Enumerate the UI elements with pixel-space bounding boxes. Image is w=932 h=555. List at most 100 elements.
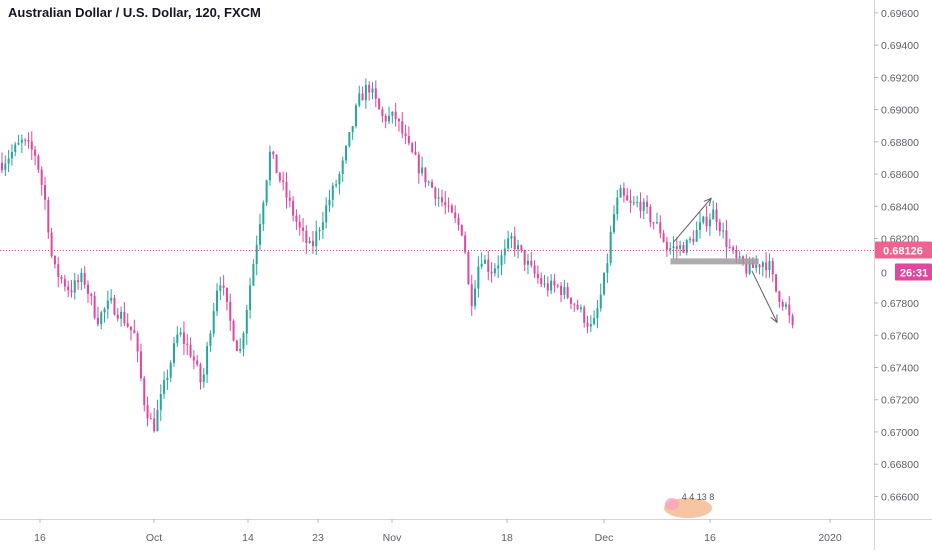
candle-body — [285, 181, 288, 198]
candle-body — [454, 212, 457, 219]
candle-body — [272, 151, 275, 155]
candle-body — [146, 405, 149, 419]
candle-body — [715, 209, 718, 223]
candle-body — [321, 222, 324, 230]
candle-body — [156, 409, 159, 432]
support-zone[interactable] — [670, 258, 759, 265]
candle-body — [70, 290, 73, 293]
candle-body — [732, 247, 735, 251]
candle-body — [216, 290, 219, 312]
candle-body — [120, 311, 123, 319]
trend-arrow-head[interactable] — [770, 314, 778, 324]
candle-body — [791, 315, 794, 326]
candle-body — [705, 216, 708, 227]
candle-body — [20, 139, 23, 143]
candle-body — [523, 250, 526, 265]
candle-body — [77, 280, 80, 283]
candle-body — [83, 272, 86, 285]
candle-body — [189, 344, 192, 357]
countdown-badge — [895, 263, 932, 281]
x-tick-label: Oct — [146, 532, 162, 544]
candle-body — [576, 304, 579, 310]
candle-body — [718, 222, 721, 232]
candle-body — [262, 202, 265, 225]
candle-body — [778, 291, 781, 302]
chart-title: Australian Dollar / U.S. Dollar, 120, FX… — [8, 5, 261, 20]
candle-body — [543, 283, 546, 285]
candle-body — [305, 230, 308, 243]
candle-body — [685, 240, 688, 253]
candle-body — [655, 222, 658, 224]
candle-body — [665, 241, 668, 250]
candle-body — [603, 272, 606, 295]
candle-body — [480, 263, 483, 267]
candle-body — [341, 160, 344, 175]
candle-body — [388, 115, 391, 122]
last-price-value: 0.68126 — [883, 245, 923, 257]
x-tick-label: 23 — [312, 532, 324, 544]
candle-body — [493, 268, 496, 274]
candle-body — [427, 181, 430, 183]
candle-body — [288, 197, 291, 201]
candle-body — [563, 287, 566, 295]
candle-body — [497, 265, 500, 269]
candle-body — [100, 312, 103, 325]
candle-body — [692, 238, 695, 242]
candle-body — [639, 202, 642, 211]
candle-body — [67, 286, 70, 291]
candle-body — [573, 303, 576, 305]
candle-body — [73, 280, 76, 293]
candle-body — [609, 231, 612, 264]
candle-body — [179, 332, 182, 335]
trend-arrow-head[interactable] — [703, 197, 712, 207]
trend-arrow-line[interactable] — [751, 270, 778, 323]
candle-body — [735, 250, 738, 258]
candle-body — [318, 229, 321, 232]
candle-body — [345, 146, 348, 161]
candle-body — [646, 201, 649, 207]
candle-body — [255, 244, 258, 265]
x-tick-label: Nov — [383, 532, 402, 544]
candle-body — [659, 222, 662, 234]
candle-body — [37, 155, 40, 170]
watermark-logo-globe — [665, 498, 679, 510]
candle-body — [10, 151, 13, 159]
candle-body — [133, 330, 136, 334]
candle-body — [758, 264, 761, 268]
candle-body — [407, 136, 410, 144]
candle-body — [252, 264, 255, 286]
candle-body — [722, 230, 725, 232]
candle-body — [47, 199, 50, 233]
candle-body — [292, 200, 295, 216]
candle-body — [440, 197, 443, 202]
candle-body — [110, 297, 113, 301]
x-tick-label: 16 — [704, 532, 716, 544]
candle-body — [755, 264, 758, 268]
candle-body — [219, 285, 222, 291]
candle-body — [738, 256, 741, 258]
candle-body — [394, 111, 397, 120]
candle-body — [315, 231, 318, 247]
candle-body — [166, 377, 169, 381]
candle-body — [384, 116, 387, 122]
candle-body — [444, 201, 447, 206]
candle-body — [784, 304, 787, 307]
candle-body — [199, 364, 202, 383]
candle-body — [698, 222, 701, 230]
candle-body — [434, 187, 437, 199]
candle-body — [689, 238, 692, 241]
candle-body — [298, 221, 301, 228]
candle-body — [14, 144, 17, 152]
candle-body — [411, 143, 414, 153]
candle-body — [583, 307, 586, 323]
candle-body — [414, 152, 417, 155]
candle-body — [781, 301, 784, 307]
x-tick-label: Dec — [595, 532, 614, 544]
y-tick-label: 0.67600 — [881, 330, 919, 342]
candle-body — [550, 280, 553, 291]
candle-body — [351, 126, 354, 132]
y-tick-label: 0.68400 — [881, 201, 919, 213]
trend-arrow-line[interactable] — [673, 197, 712, 243]
